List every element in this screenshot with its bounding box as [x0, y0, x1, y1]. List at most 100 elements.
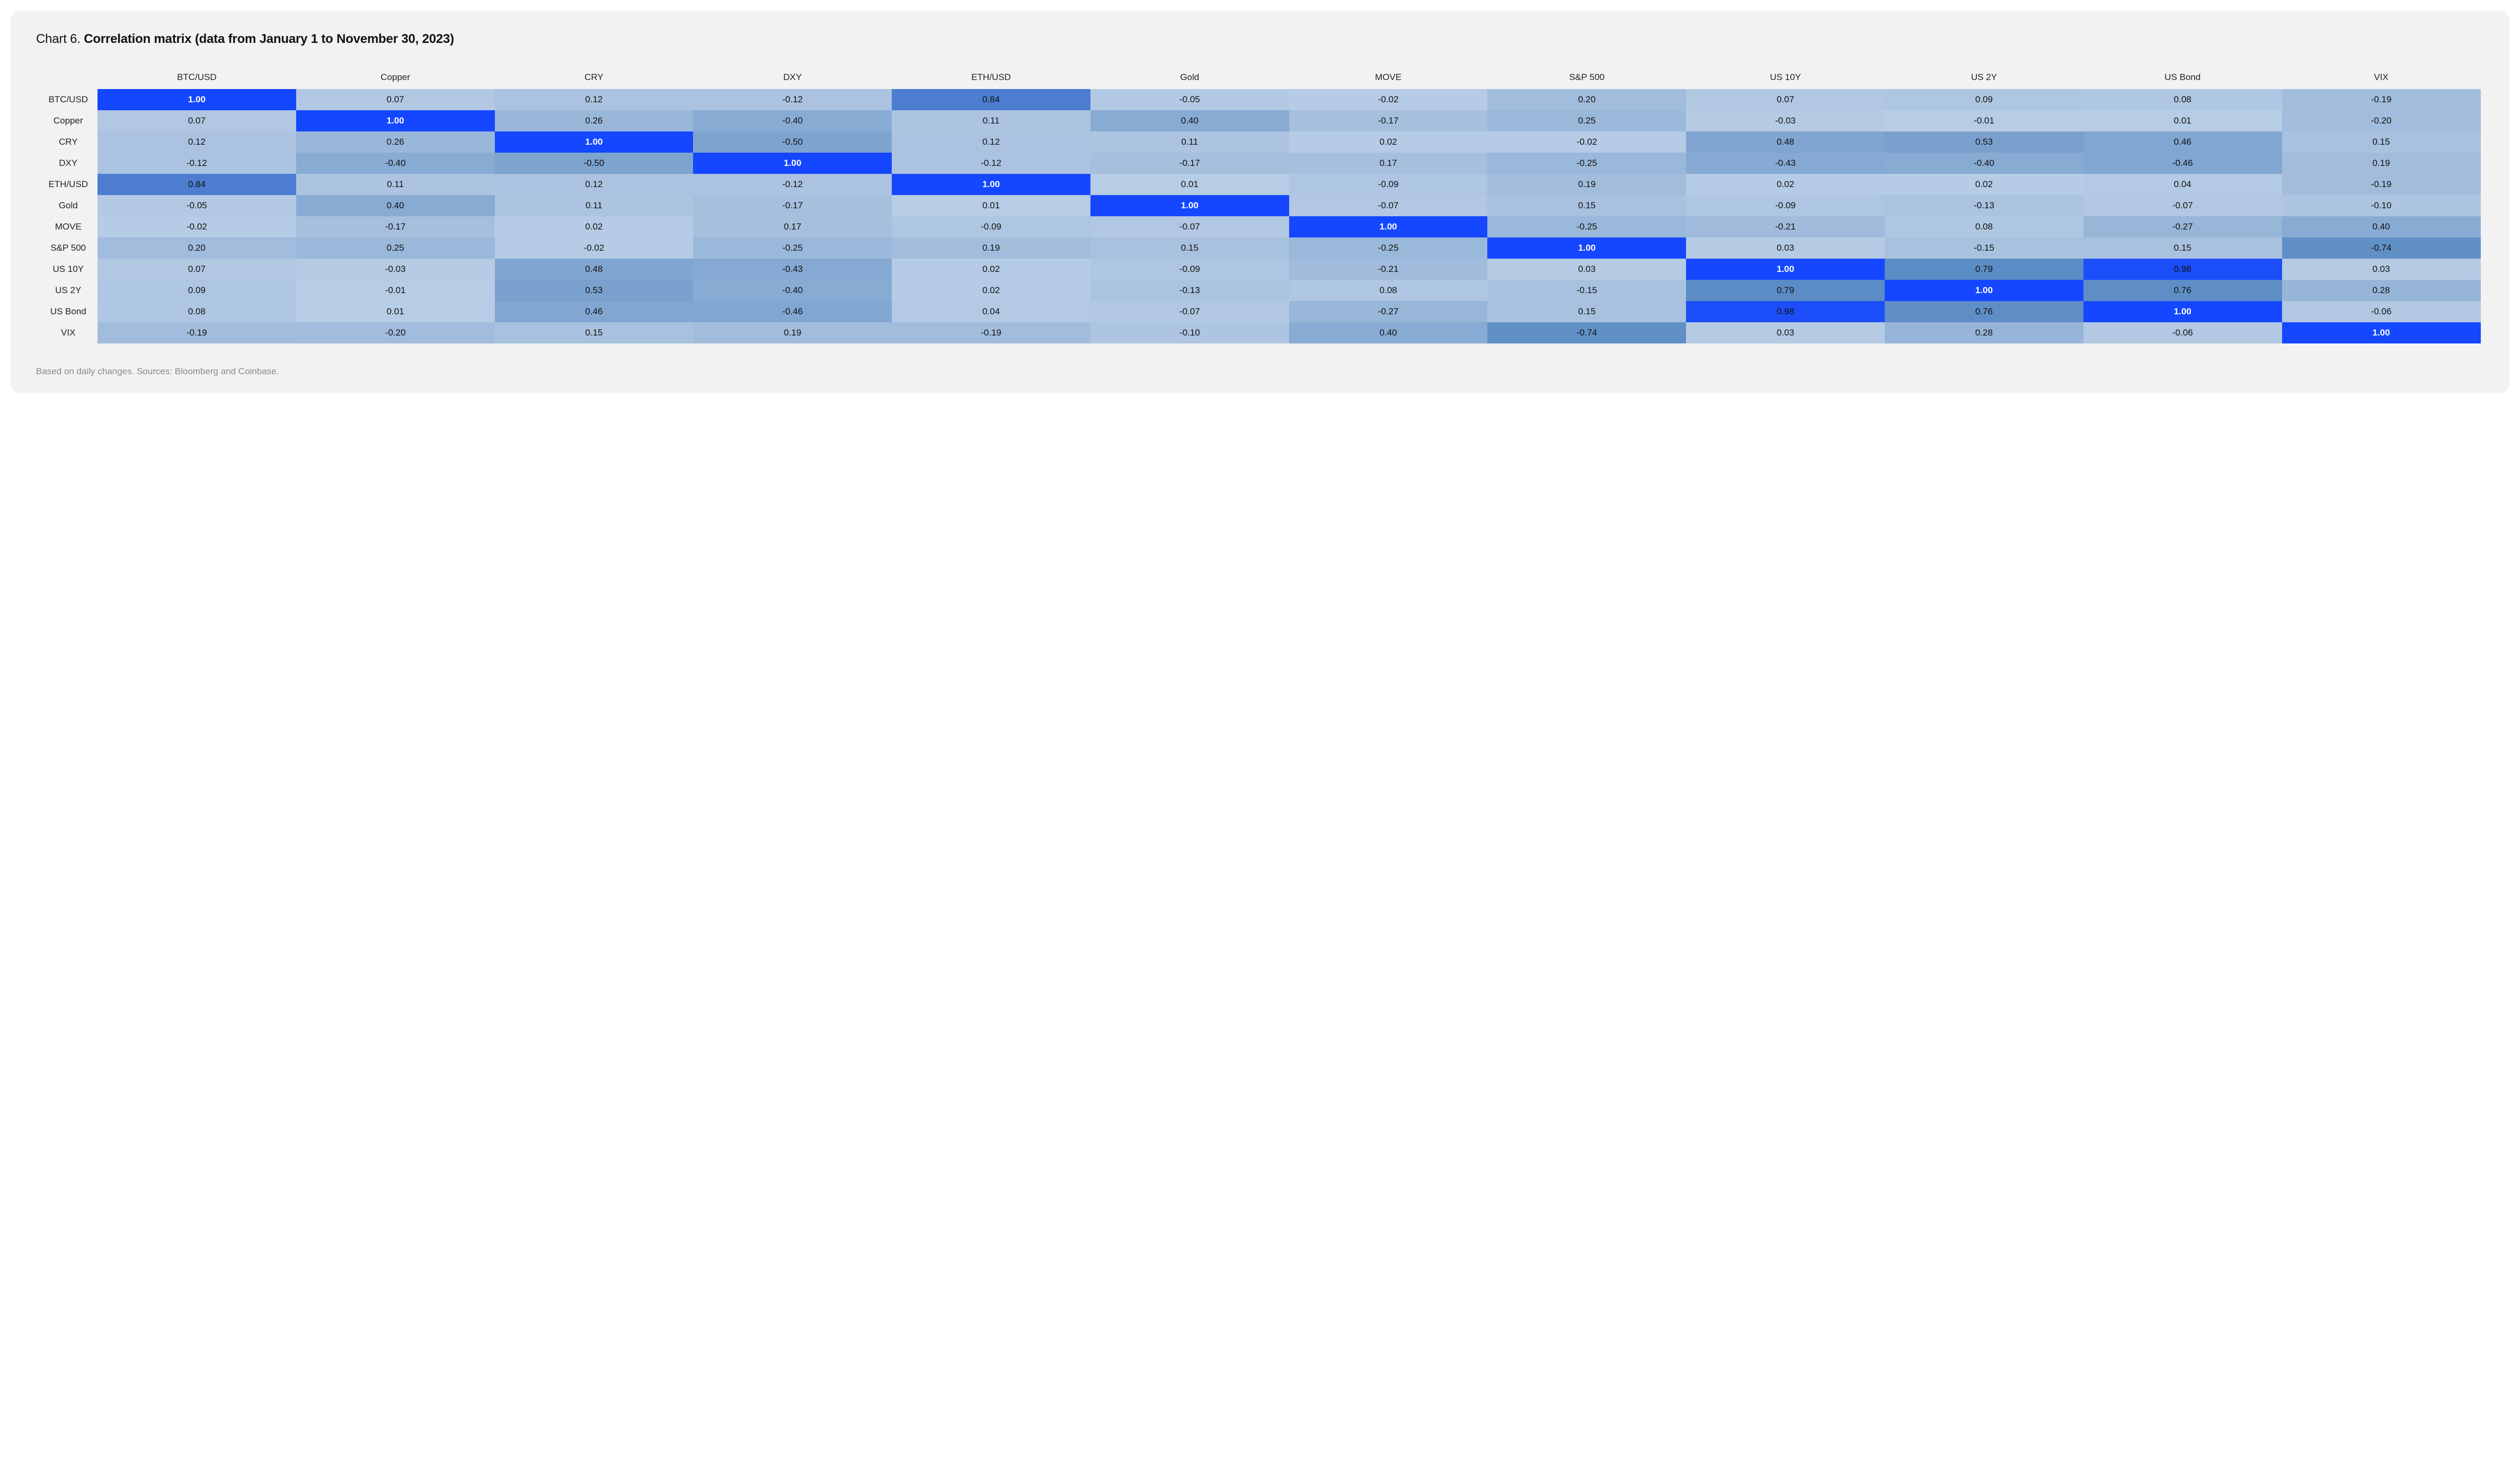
matrix-cell-diagonal: 1.00: [97, 89, 296, 110]
matrix-cell: 0.02: [892, 280, 1090, 301]
matrix-cell: -0.43: [693, 259, 892, 280]
matrix-cell: 0.01: [2083, 110, 2282, 131]
matrix-cell: 0.26: [296, 131, 495, 153]
matrix-cell: 0.04: [892, 301, 1090, 322]
matrix-cell: 0.76: [1885, 301, 2083, 322]
matrix-cell: -0.02: [1289, 89, 1488, 110]
matrix-cell: -0.74: [2282, 237, 2481, 259]
matrix-cell: -0.19: [2282, 89, 2481, 110]
matrix-cell: 0.40: [296, 195, 495, 216]
matrix-cell: -0.19: [2282, 174, 2481, 195]
matrix-cell: -0.25: [693, 237, 892, 259]
matrix-cell: -0.20: [2282, 110, 2481, 131]
matrix-cell: 0.79: [1885, 259, 2083, 280]
row-header: MOVE: [39, 216, 97, 237]
matrix-cell: -0.20: [296, 322, 495, 343]
matrix-cell: 0.03: [1686, 237, 1885, 259]
matrix-cell: 0.15: [2083, 237, 2282, 259]
matrix-cell: -0.06: [2083, 322, 2282, 343]
matrix-cell: 0.07: [97, 259, 296, 280]
matrix-cell: -0.50: [693, 131, 892, 153]
matrix-corner: [39, 66, 97, 89]
matrix-cell: 0.84: [97, 174, 296, 195]
row-header: US Bond: [39, 301, 97, 322]
correlation-matrix-table: BTC/USDCopperCRYDXYETH/USDGoldMOVES&P 50…: [39, 66, 2481, 344]
chart-title: Chart 6. Correlation matrix (data from J…: [36, 32, 2484, 47]
matrix-cell: 0.15: [2282, 131, 2481, 153]
matrix-cell: -0.07: [1090, 301, 1289, 322]
matrix-cell: -0.03: [1686, 110, 1885, 131]
matrix-cell: 0.07: [1686, 89, 1885, 110]
column-header: ETH/USD: [892, 66, 1090, 89]
matrix-cell: -0.74: [1487, 322, 1686, 343]
matrix-cell: -0.15: [1885, 237, 2083, 259]
matrix-cell-diagonal: 1.00: [495, 131, 694, 153]
matrix-cell: -0.09: [1686, 195, 1885, 216]
matrix-cell-diagonal: 1.00: [1686, 259, 1885, 280]
matrix-cell: -0.25: [1487, 216, 1686, 237]
matrix-cell: 0.53: [495, 280, 694, 301]
matrix-cell: 0.02: [1289, 131, 1488, 153]
matrix-cell: -0.17: [1090, 153, 1289, 174]
matrix-cell: -0.12: [97, 153, 296, 174]
matrix-cell: -0.21: [1289, 259, 1488, 280]
matrix-cell: 0.08: [2083, 89, 2282, 110]
matrix-cell: 0.48: [495, 259, 694, 280]
matrix-cell: 0.15: [1090, 237, 1289, 259]
matrix-cell: 0.53: [1885, 131, 2083, 153]
matrix-cell: -0.27: [2083, 216, 2282, 237]
matrix-cell: 0.17: [1289, 153, 1488, 174]
matrix-cell: 0.46: [2083, 131, 2282, 153]
matrix-cell: -0.09: [1090, 259, 1289, 280]
matrix-cell: 0.03: [1686, 322, 1885, 343]
correlation-heatmap: BTC/USDCopperCRYDXYETH/USDGoldMOVES&P 50…: [36, 66, 2484, 344]
matrix-cell: 0.03: [1487, 259, 1686, 280]
matrix-body: BTC/USD1.000.070.12-0.120.84-0.05-0.020.…: [39, 89, 2481, 343]
matrix-cell: 0.48: [1686, 131, 1885, 153]
matrix-cell: 0.19: [693, 322, 892, 343]
matrix-cell: -0.17: [296, 216, 495, 237]
matrix-column-headers: BTC/USDCopperCRYDXYETH/USDGoldMOVES&P 50…: [39, 66, 2481, 89]
matrix-cell-diagonal: 1.00: [1487, 237, 1686, 259]
matrix-cell-diagonal: 1.00: [1885, 280, 2083, 301]
matrix-cell: 0.02: [1686, 174, 1885, 195]
matrix-cell: 0.15: [1487, 195, 1686, 216]
chart-title-bold: Correlation matrix (data from January 1 …: [84, 32, 454, 46]
matrix-cell: 0.08: [1289, 280, 1488, 301]
matrix-cell: -0.46: [693, 301, 892, 322]
matrix-cell-diagonal: 1.00: [1090, 195, 1289, 216]
matrix-cell: 0.79: [1686, 280, 1885, 301]
matrix-cell: 0.19: [1487, 174, 1686, 195]
matrix-cell: -0.10: [2282, 195, 2481, 216]
matrix-cell: 0.25: [1487, 110, 1686, 131]
matrix-cell: -0.50: [495, 153, 694, 174]
matrix-cell: 0.01: [892, 195, 1090, 216]
column-header: DXY: [693, 66, 892, 89]
matrix-cell: 0.09: [97, 280, 296, 301]
matrix-cell: -0.40: [693, 280, 892, 301]
matrix-cell: 0.40: [2282, 216, 2481, 237]
row-header: VIX: [39, 322, 97, 343]
matrix-cell: -0.17: [693, 195, 892, 216]
matrix-cell: 0.11: [892, 110, 1090, 131]
matrix-cell: -0.19: [97, 322, 296, 343]
matrix-cell: -0.46: [2083, 153, 2282, 174]
matrix-cell: -0.03: [296, 259, 495, 280]
matrix-cell-diagonal: 1.00: [296, 110, 495, 131]
matrix-cell: 0.98: [2083, 259, 2282, 280]
matrix-cell: 0.20: [97, 237, 296, 259]
matrix-cell: -0.40: [296, 153, 495, 174]
matrix-cell: 0.11: [296, 174, 495, 195]
matrix-cell: -0.12: [693, 89, 892, 110]
matrix-cell: 0.12: [495, 89, 694, 110]
matrix-cell: -0.05: [1090, 89, 1289, 110]
column-header: VIX: [2282, 66, 2481, 89]
column-header: US 2Y: [1885, 66, 2083, 89]
matrix-cell: 0.07: [296, 89, 495, 110]
matrix-cell: -0.12: [693, 174, 892, 195]
column-header: US Bond: [2083, 66, 2282, 89]
matrix-cell: 0.40: [1090, 110, 1289, 131]
matrix-cell: 0.02: [1885, 174, 2083, 195]
matrix-cell: 0.17: [693, 216, 892, 237]
matrix-cell: 0.15: [495, 322, 694, 343]
